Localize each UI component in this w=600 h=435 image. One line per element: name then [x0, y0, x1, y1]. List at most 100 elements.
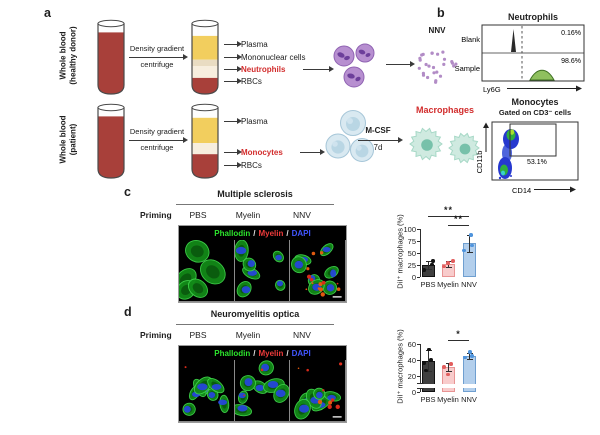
nnv-label: NNV: [428, 26, 446, 35]
row-label-blank: Blank: [461, 35, 480, 44]
nmo-bar-chart: 0 20 40 60 DiI⁺ macrophages (%) * PBS Myelin NNV: [390, 310, 575, 425]
layer-label-mononuclear: Mononuclear cells: [241, 53, 306, 62]
layer-arrow-icon: [224, 148, 242, 157]
stain-dapi-label: DAPI: [291, 228, 311, 238]
centrifuge-arrow-icon: [129, 53, 188, 62]
ms-title: Multiple sclerosis: [217, 189, 293, 199]
x-category-label: NNV: [461, 395, 477, 404]
data-point: [462, 248, 466, 253]
x-category-label: Myelin: [437, 395, 459, 404]
ms-micrograph-block: Phallodin / Myelin / DAPI: [178, 225, 347, 303]
stain-phalloidin-label: Phallodin: [214, 228, 251, 238]
scatter-title: Monocytes: [511, 97, 559, 107]
layer-arrow-icon: [224, 40, 242, 49]
source-line1: Whole blood: [58, 31, 68, 80]
panel-a-label: a: [44, 6, 51, 20]
micrograph-ms-myelin: [234, 240, 290, 301]
mcsf-arrow-icon: [358, 136, 403, 145]
significance-label: *: [456, 329, 461, 339]
monocyte-cells-icon: [325, 110, 374, 162]
layer-arrow-icon: [224, 53, 242, 62]
condition-pbs: PBS: [189, 210, 207, 220]
stain-phalloidin-label: Phallodin: [214, 348, 251, 358]
layer-label-monocytes: Monocytes: [241, 148, 283, 157]
scatter-x-axis-label: CD14: [512, 186, 531, 195]
nmo-micrograph-block: Phallodin / Myelin / DAPI: [178, 345, 347, 423]
source-line1: Whole blood: [58, 115, 68, 164]
gradient-tube-patient-icon: [191, 103, 219, 179]
layer-arrow-icon: [224, 65, 242, 74]
chart-y-axis-label: DiI⁺ macrophages (%): [395, 214, 405, 289]
panel-b-label: b: [437, 6, 445, 20]
row-label-sample: Sample: [455, 64, 480, 73]
stain-myelin-label: Myelin: [258, 348, 284, 358]
significance-label: **: [443, 205, 453, 215]
data-point: [468, 350, 472, 354]
micrograph-nmo-myelin: [234, 360, 290, 421]
data-point: [446, 261, 450, 265]
neutrophil-cells-icon: [333, 43, 375, 88]
micrograph-nmo-pbs: [179, 360, 234, 421]
source-line2: (healthy donor): [68, 26, 77, 85]
x-category-label: PBS: [420, 280, 436, 289]
x-category-label: NNV: [461, 280, 477, 289]
monocyte-scatter-plot: 53.1% CD11b CD14: [475, 121, 579, 195]
data-point: [451, 259, 455, 263]
data-point: [422, 361, 426, 365]
nnv-particles-icon: [417, 50, 458, 84]
data-point: [429, 358, 433, 362]
histogram-x-axis-label: Ly6G: [483, 85, 501, 94]
to-nnv-arrow-icon: [386, 60, 415, 69]
significance-label: **: [453, 214, 463, 224]
macrophages-label: Macrophages: [415, 105, 475, 115]
data-point: [449, 362, 453, 366]
stimulus-line2: 7d: [373, 143, 383, 152]
blank-percentage: 0.16%: [561, 30, 581, 37]
data-point: [470, 243, 474, 248]
scatter-subtitle: Gated on CD3⁻ cells: [498, 108, 572, 117]
condition-myelin: Myelin: [235, 330, 261, 340]
stain-myelin-label: Myelin: [258, 228, 284, 238]
data-point: [427, 347, 431, 352]
process-line1: Density gradient: [129, 127, 185, 136]
neutrophil-histogram: Blank Sample 0.16% 98.6% Ly6G: [455, 24, 585, 94]
process-line2: centrifuge: [140, 143, 174, 152]
chart-y-axis-label: DiI⁺ macrophages (%): [395, 329, 405, 404]
gradient-tube-healthy-icon: [191, 19, 219, 95]
histogram-title: Neutrophils: [507, 12, 558, 22]
data-point: [442, 264, 446, 269]
micrograph-ms-pbs: [179, 240, 234, 301]
layer-label-rbcs: RBCs: [241, 77, 262, 86]
condition-nnv: NNV: [293, 210, 311, 220]
layer-label-plasma: Plasma: [241, 40, 268, 49]
data-point: [422, 268, 426, 272]
data-point: [442, 365, 446, 369]
scatter-y-axis-label: CD11b: [475, 151, 484, 174]
x-axis-arrow-icon: [570, 186, 576, 193]
condition-myelin: Myelin: [235, 210, 261, 220]
data-point: [470, 354, 474, 358]
stain-legend: Phallodin / Myelin / DAPI: [179, 346, 346, 360]
layer-arrow-icon: [224, 161, 242, 170]
data-point: [469, 233, 473, 237]
process-line2: centrifuge: [140, 60, 174, 69]
layer-label-neutrophils: Neutrophils: [241, 65, 286, 74]
layer-arrow-icon: [224, 77, 242, 86]
stimulus-line1: M-CSF: [365, 126, 391, 135]
title-underline: [176, 324, 334, 325]
condition-pbs: PBS: [189, 330, 207, 340]
layer-label-plasma: Plasma: [241, 117, 268, 126]
panel-c-label: c: [124, 185, 131, 199]
panel-d-label: d: [124, 305, 132, 319]
y-axis-arrow-icon: [483, 122, 489, 128]
to-cells-arrow-icon: [300, 148, 325, 157]
data-point: [424, 368, 428, 373]
data-point: [431, 259, 435, 263]
layer-arrow-icon: [224, 117, 242, 126]
x-category-label: PBS: [420, 395, 436, 404]
data-point: [430, 262, 434, 267]
macrophage-cells-icon: [409, 127, 480, 164]
micrograph-ms-nnv: [290, 240, 345, 301]
process-line1: Density gradient: [129, 44, 185, 53]
source-line2: (patient): [68, 123, 77, 156]
